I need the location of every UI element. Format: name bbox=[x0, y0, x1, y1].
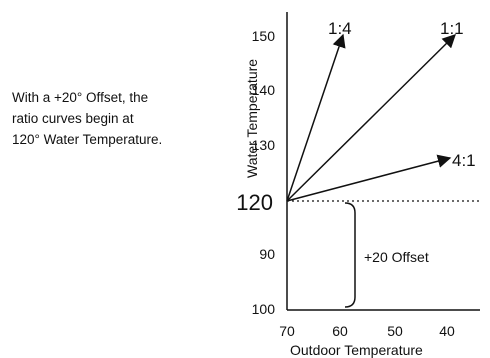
ratio-curve-1-1 bbox=[286, 34, 456, 202]
ratio-curve-1-4 bbox=[286, 33, 346, 202]
x-tick-label: 40 bbox=[439, 323, 455, 339]
y-tick-label-highlight: 120 bbox=[236, 190, 273, 215]
caption-line-1: With a +20° Offset, the bbox=[12, 90, 149, 105]
x-axis-label: Outdoor Temperature bbox=[290, 342, 423, 358]
x-tick-label: 50 bbox=[387, 323, 403, 339]
offset-explanation-caption: With a +20° Offset, the ratio curves beg… bbox=[12, 87, 212, 150]
offset-label: +20 Offset bbox=[364, 249, 429, 265]
y-tick-label: 130 bbox=[252, 137, 276, 153]
y-tick-label: 90 bbox=[259, 246, 275, 262]
offset-bracket bbox=[344, 202, 356, 308]
caption-line-3: 120° Water Temperature. bbox=[12, 132, 163, 147]
x-tick-label: 60 bbox=[332, 323, 348, 339]
y-axis-label: Water Temperature bbox=[244, 59, 260, 178]
y-tick-label: 140 bbox=[252, 82, 276, 98]
ratio-curve-4-1 bbox=[286, 154, 452, 202]
x-tick-label: 70 bbox=[279, 323, 295, 339]
ratio-label-1-1: 1:1 bbox=[440, 19, 464, 38]
ratio-label-1-4: 1:4 bbox=[328, 19, 352, 38]
ratio-label-4-1: 4:1 bbox=[452, 151, 476, 170]
y-tick-label: 100 bbox=[252, 301, 276, 317]
caption-line-2: ratio curves begin at bbox=[12, 111, 134, 126]
y-tick-label: 150 bbox=[252, 28, 276, 44]
